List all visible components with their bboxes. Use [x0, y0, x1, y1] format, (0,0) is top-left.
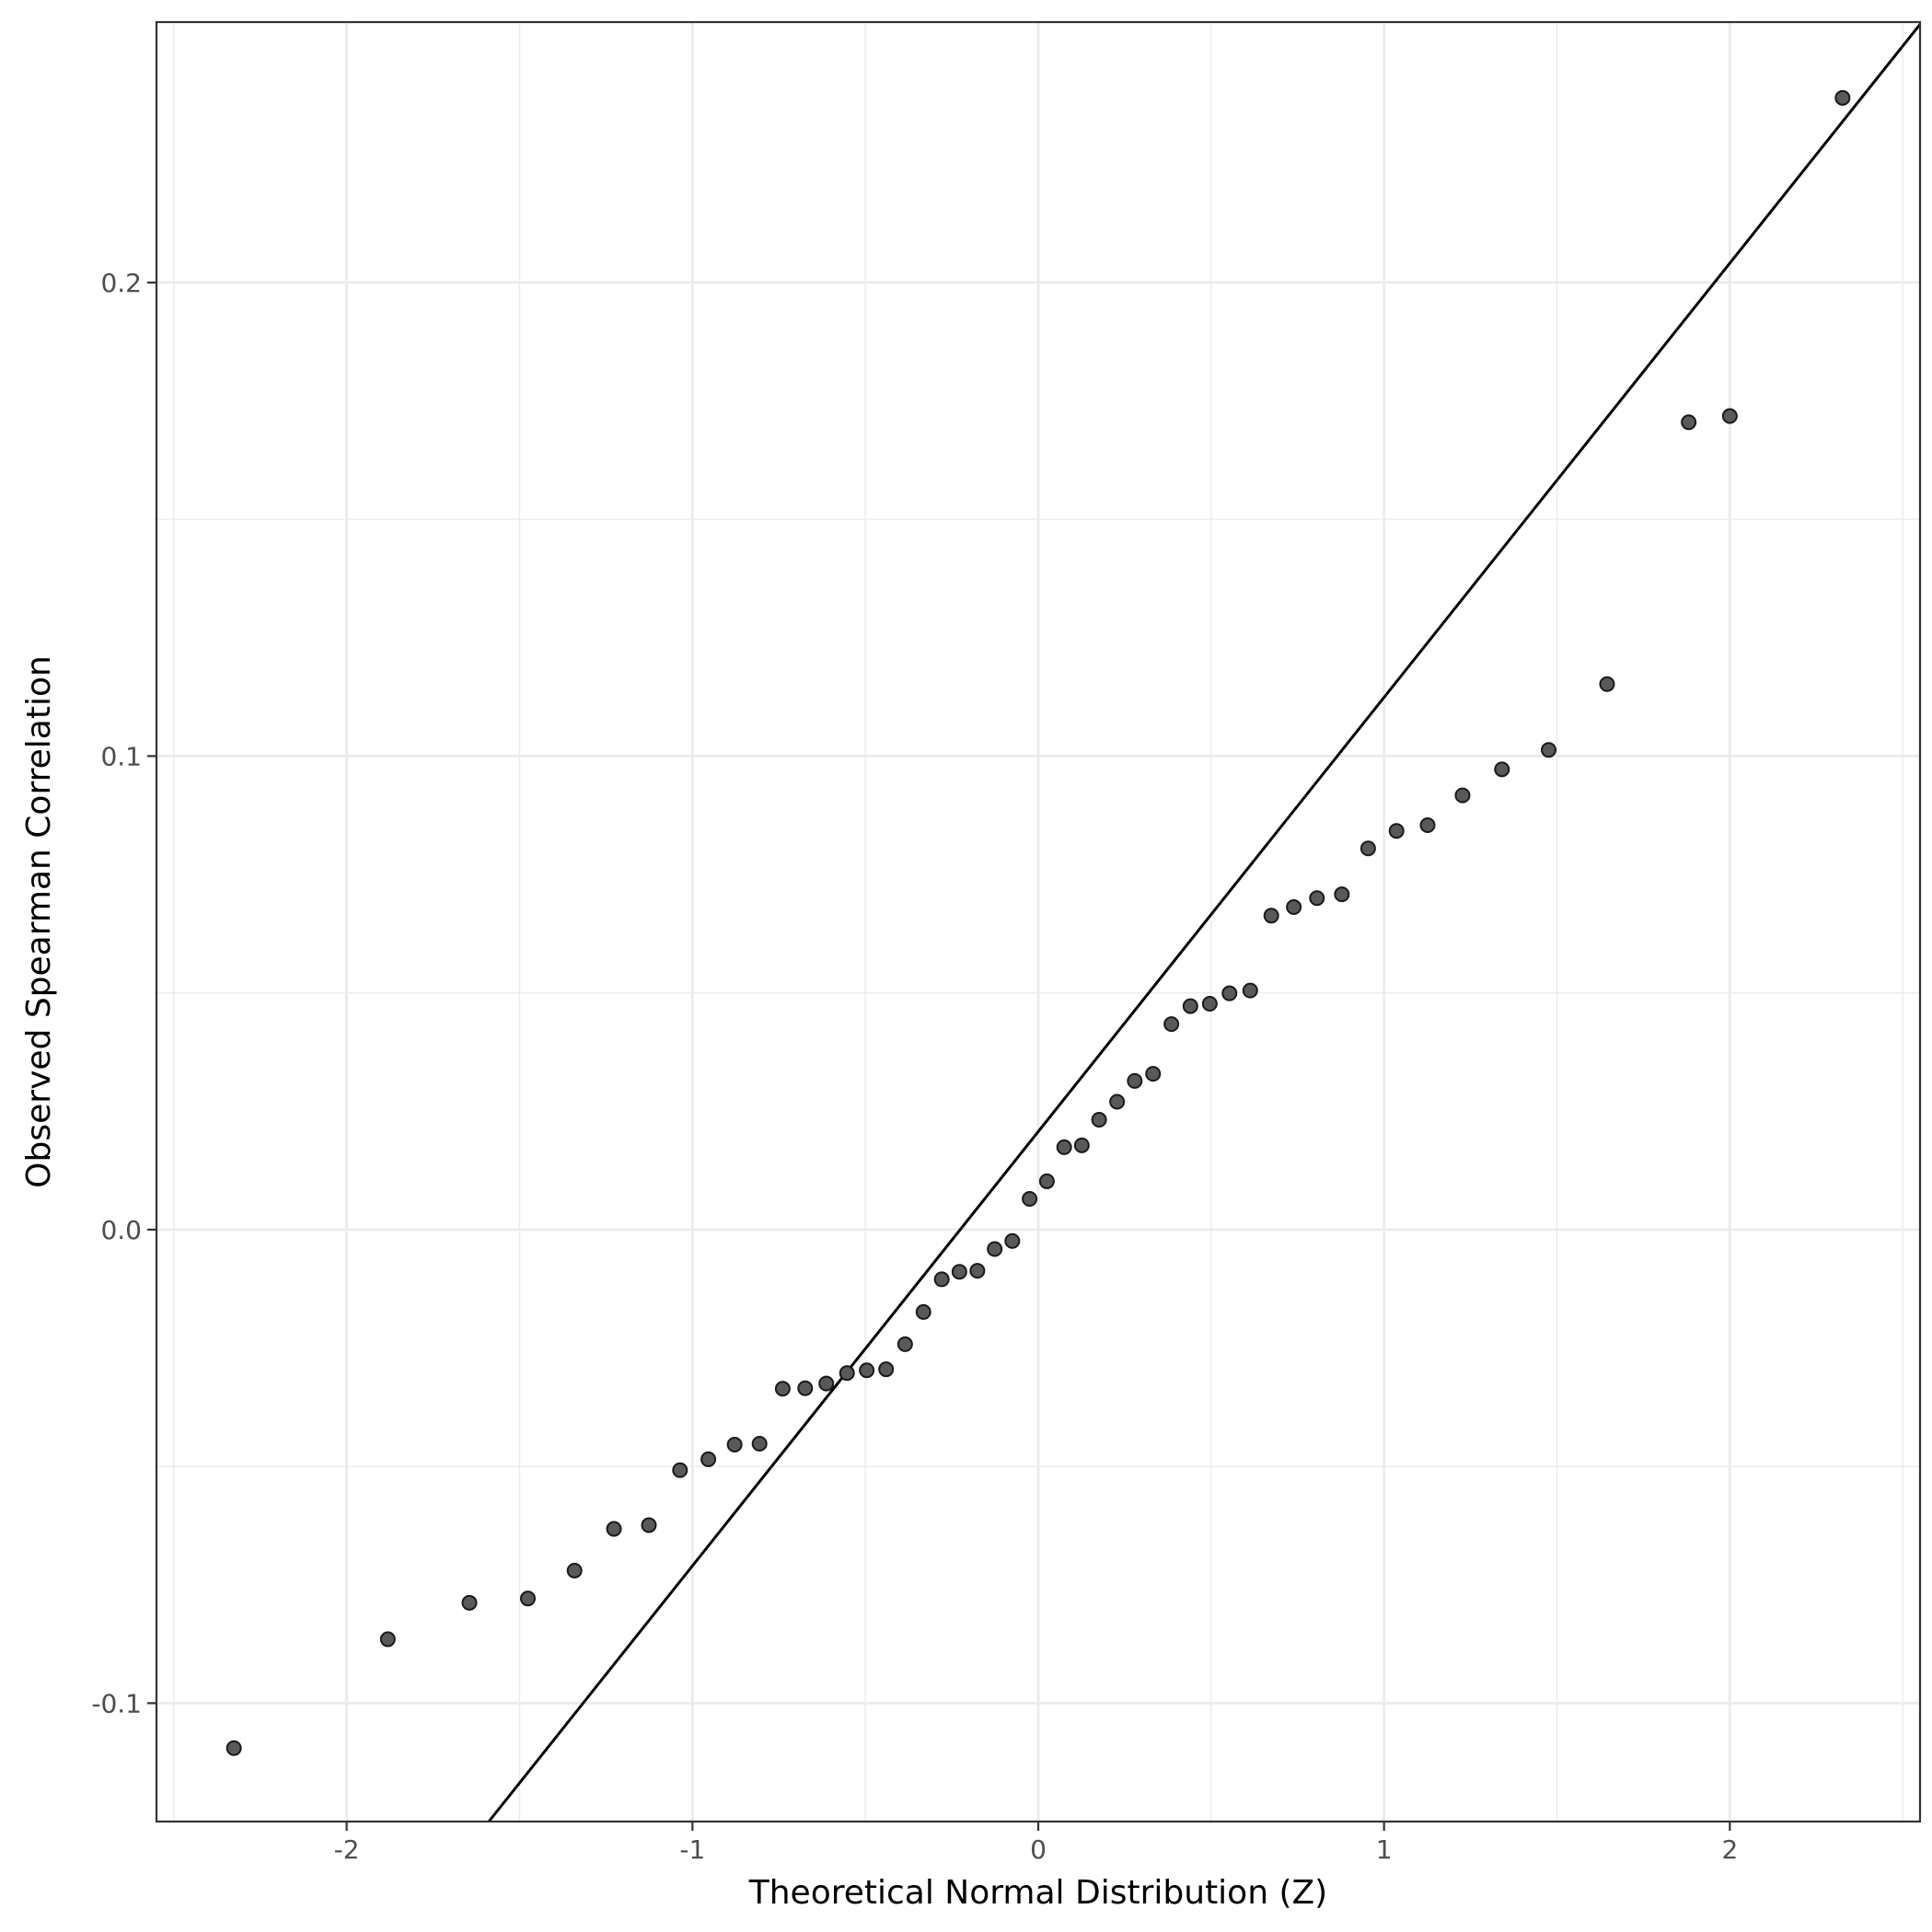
x-axis-title: Theoretical Normal Distribution (Z)	[748, 1874, 1327, 1912]
data-point	[797, 1380, 814, 1396]
data-point	[751, 1435, 768, 1452]
data-point	[818, 1375, 835, 1392]
data-points	[226, 89, 1851, 1756]
data-point	[1834, 89, 1851, 106]
data-point	[839, 1365, 855, 1382]
data-point	[1221, 985, 1238, 1001]
data-point	[1201, 996, 1218, 1012]
y-tick-label: -0.1	[91, 1688, 142, 1718]
data-point	[519, 1591, 536, 1607]
data-point	[641, 1517, 657, 1533]
data-point	[1388, 823, 1405, 839]
x-tick-label: 1	[1376, 1834, 1393, 1865]
data-point	[951, 1264, 967, 1280]
data-point	[1182, 998, 1198, 1014]
data-point	[726, 1436, 743, 1452]
data-point	[1541, 742, 1557, 758]
data-point	[1286, 899, 1302, 916]
data-point	[969, 1263, 986, 1279]
data-point	[774, 1381, 791, 1397]
data-point	[1022, 1190, 1038, 1207]
data-point	[1721, 408, 1738, 424]
data-point	[1419, 817, 1436, 834]
x-tick-label: 0	[1030, 1834, 1047, 1865]
y-tick-label: 0.0	[100, 1215, 142, 1245]
y-axis-title: Observed Spearman Correlation	[20, 655, 58, 1188]
reference-line-layer	[487, 23, 1922, 1822]
data-point	[1263, 908, 1279, 924]
data-point	[226, 1740, 242, 1756]
data-point	[1599, 676, 1615, 692]
grid-lines	[156, 22, 1920, 1822]
data-point	[878, 1361, 895, 1378]
data-point	[1494, 761, 1510, 778]
data-point	[1073, 1137, 1090, 1153]
data-point	[1127, 1072, 1143, 1089]
data-point	[1454, 787, 1471, 804]
reference-line	[487, 23, 1922, 1822]
data-point	[915, 1303, 931, 1320]
data-point	[1038, 1173, 1055, 1189]
data-point	[933, 1271, 950, 1288]
data-point	[461, 1594, 478, 1611]
data-point	[1109, 1093, 1126, 1110]
x-tick-label: -1	[679, 1834, 705, 1865]
data-point	[1334, 886, 1350, 903]
y-tick-label: 0.1	[100, 741, 142, 771]
data-point	[1309, 890, 1325, 907]
data-point	[700, 1451, 717, 1467]
data-point	[566, 1562, 583, 1579]
data-point	[1091, 1112, 1107, 1128]
axis-ticks: -2 -1 0 1 2 -0.1 0.0 0.1 0.2	[91, 268, 1738, 1865]
data-point	[897, 1336, 913, 1352]
data-point	[859, 1362, 875, 1379]
x-tick-label: -2	[334, 1834, 360, 1865]
x-tick-label: 2	[1721, 1834, 1738, 1865]
data-point	[1056, 1139, 1072, 1155]
data-point	[1004, 1232, 1021, 1249]
data-point	[1681, 414, 1697, 431]
data-point	[1359, 840, 1376, 857]
data-point	[606, 1521, 622, 1537]
data-point	[1242, 982, 1258, 999]
data-point	[1145, 1066, 1162, 1082]
y-tick-label: 0.2	[100, 268, 142, 298]
data-point	[379, 1631, 396, 1648]
data-point	[987, 1241, 1003, 1257]
data-point	[672, 1462, 688, 1478]
data-point	[1163, 1016, 1180, 1033]
